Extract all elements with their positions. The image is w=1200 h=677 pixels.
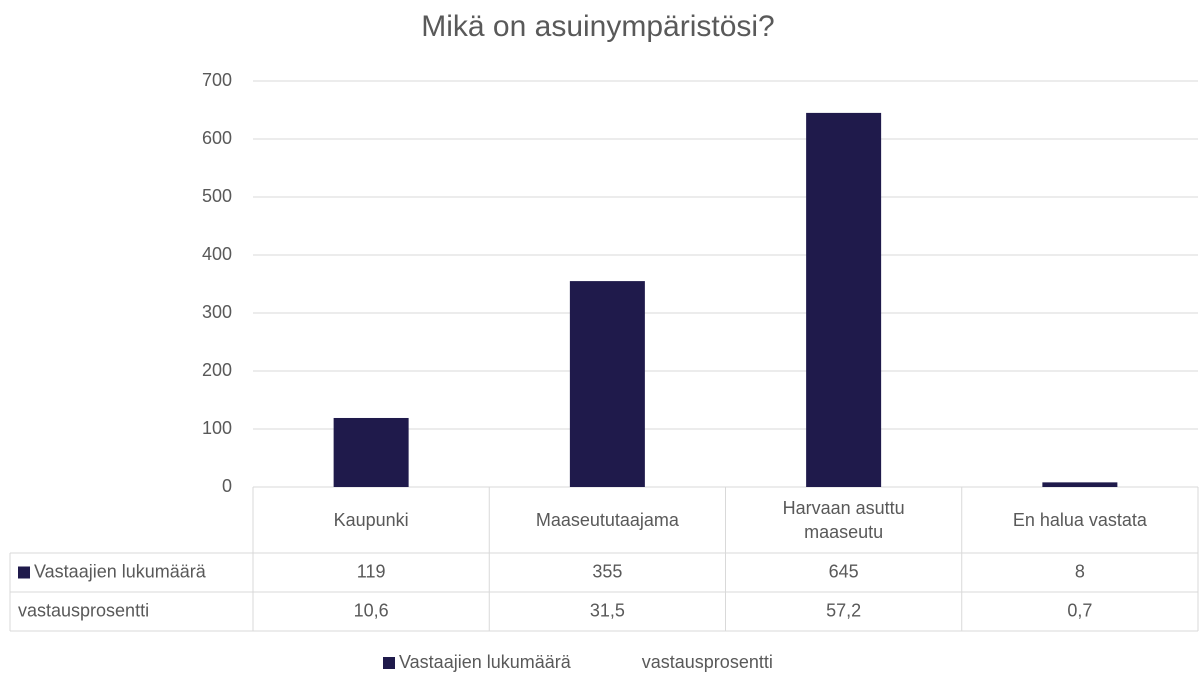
y-tick-label: 0 [222,476,232,496]
table-value: 355 [592,561,622,581]
cell: Kaupunki [253,487,489,553]
legend-label: vastausprosentti [642,652,773,672]
y-tick-label: 400 [202,244,232,264]
chart-title: Mikä on asuinympäristösi? [421,10,774,43]
bar [1042,482,1118,487]
table-value: 31,5 [590,600,625,620]
category-cell: Kaupunki [253,487,489,553]
table-value: 57,2 [826,600,861,620]
table-value: 10,6 [354,600,389,620]
y-tick-label: 300 [202,302,232,322]
cell: Maaseututaajama [489,487,725,553]
row-label: Vastaajien lukumäärä [34,561,207,581]
cell: En halua vastata [962,487,1198,553]
y-tick-label: 200 [202,360,232,380]
y-tick-label: 700 [202,70,232,90]
x-tick-label: Harvaan asuttu maaseutu [782,498,905,542]
row-label: vastausprosentti [18,600,149,620]
bar [569,281,645,487]
y-tick-label: 500 [202,186,232,206]
y-tick-label: 600 [202,128,232,148]
bar [333,417,409,487]
legend-key [18,566,30,579]
table-value: 0,7 [1067,600,1092,620]
y-tick-label: 100 [202,418,232,438]
legend-label: Vastaajien lukumäärä [399,652,572,672]
table-value: 119 [357,561,386,581]
category-cell: En halua vastata [962,487,1198,553]
x-tick-label: Kaupunki [333,510,409,530]
bar [806,112,882,488]
legend-key [383,657,395,669]
table-value: 645 [829,561,859,581]
x-tick-label: Maaseututaajama [535,510,679,530]
table-value: 8 [1075,561,1085,581]
cell: Harvaan asuttu maaseutu [726,487,962,553]
x-tick-label: En halua vastata [1012,510,1147,530]
category-cell: Maaseututaajama [489,487,725,553]
category-cell: Harvaan asuttu maaseutu [726,487,962,553]
